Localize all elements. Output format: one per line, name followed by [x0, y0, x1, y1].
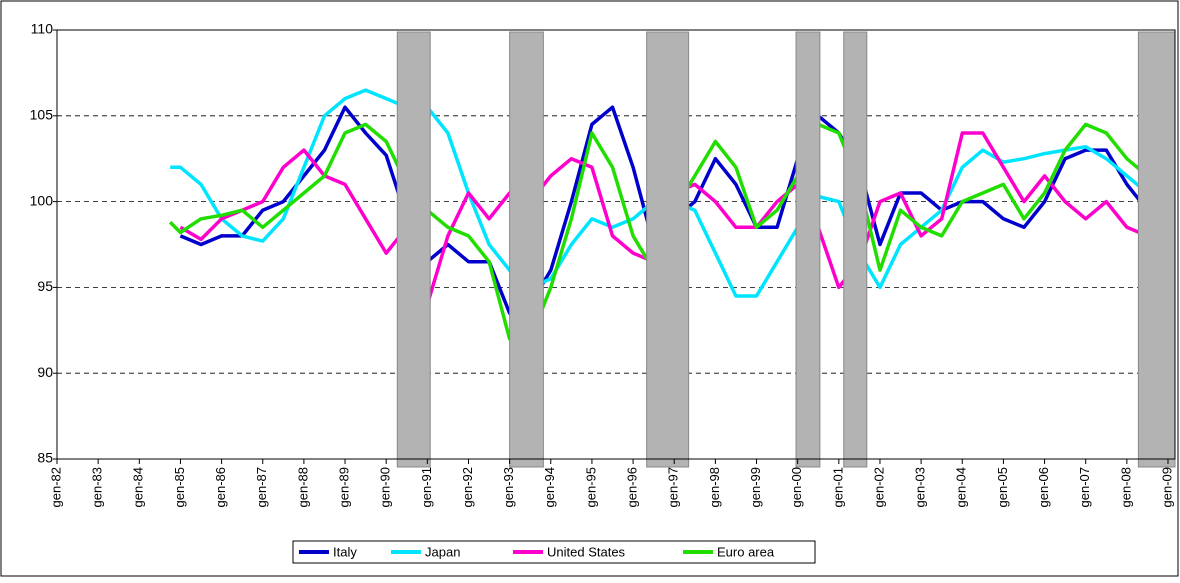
- legend: Italy Japan United States Euro area: [292, 540, 816, 564]
- x-tick-label: gen-89: [336, 467, 351, 507]
- plot-frame: [56, 29, 1176, 460]
- x-tick-label: gen-02: [871, 467, 886, 507]
- y-tick-label: 105: [30, 107, 54, 123]
- x-tick-label: gen-07: [1077, 467, 1092, 507]
- x-tick-label: gen-90: [378, 467, 393, 507]
- x-tick-label: gen-85: [172, 467, 187, 507]
- x-tick-label: gen-97: [666, 467, 681, 507]
- x-tick-label: gen-83: [90, 467, 105, 507]
- y-tick-label: 95: [37, 278, 53, 294]
- x-tick-label: gen-96: [625, 467, 640, 507]
- x-tick-label: gen-05: [995, 467, 1010, 507]
- x-tick-label: gen-98: [707, 467, 722, 507]
- y-tick-label: 90: [37, 364, 53, 380]
- axes: 85 90 95 100 105 110 gen-82 gen-83 gen-84 gen-85 g…: [30, 21, 1176, 507]
- x-tick-label: gen-09: [1159, 467, 1174, 507]
- legend-label: Euro area: [717, 544, 775, 559]
- x-tick-label: gen-92: [460, 467, 475, 507]
- x-tick-label: gen-04: [954, 467, 969, 507]
- shaded-periods: [396, 31, 1176, 468]
- shaded-period: [843, 31, 868, 468]
- x-tick-label: gen-00: [789, 467, 804, 507]
- x-tick-label: gen-06: [1036, 467, 1051, 507]
- legend-box: [292, 540, 816, 564]
- legend-label: Italy: [333, 544, 357, 559]
- x-tick-label: gen-91: [419, 467, 434, 507]
- shaded-period: [795, 31, 821, 468]
- x-tick-label: gen-99: [748, 467, 763, 507]
- shaded-period: [1137, 31, 1176, 468]
- shaded-period: [646, 31, 690, 468]
- x-tick-label: gen-03: [913, 467, 928, 507]
- x-tick-label: gen-08: [1118, 467, 1133, 507]
- x-tick-label: gen-87: [254, 467, 269, 507]
- legend-label: United States: [547, 544, 626, 559]
- y-tick-label: 110: [31, 21, 54, 37]
- y-tick-label: 100: [30, 192, 54, 208]
- shaded-period: [509, 31, 544, 468]
- y-tick-label: 85: [37, 450, 53, 466]
- x-tick-label: gen-86: [213, 467, 228, 507]
- x-tick-label: gen-93: [501, 467, 516, 507]
- shaded-period: [396, 31, 431, 468]
- x-tick-label: gen-88: [295, 467, 310, 507]
- x-tick-label: gen-01: [830, 467, 845, 507]
- x-tick-label: gen-95: [583, 467, 598, 507]
- legend-label: Japan: [425, 544, 460, 559]
- x-tick-label: gen-94: [542, 467, 557, 507]
- x-tick-label: gen-82: [48, 467, 63, 507]
- x-tick-label: gen-84: [131, 467, 146, 507]
